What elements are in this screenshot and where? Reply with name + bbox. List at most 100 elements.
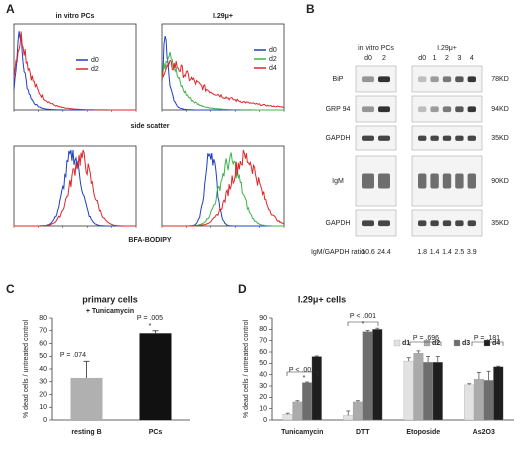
axis-label: side scatter [131,123,170,130]
blot-band [378,76,390,83]
blot-band [467,76,476,83]
blot-band [378,173,390,189]
size-label: 35KD [491,220,509,227]
annotation: P < .001 [289,367,315,374]
blot-band [418,76,427,83]
legend-swatch [423,339,431,347]
blot-band [442,135,452,141]
size-label: 90KD [491,178,509,185]
legend-label: d0 [91,57,99,64]
legend-swatch [483,339,491,347]
lane-label: 3 [457,55,461,62]
bar [372,329,383,421]
legend-label: d0 [269,47,277,54]
x-tick-label: As2O3 [473,429,495,436]
bar [139,333,172,420]
y-axis-label: % dead cells / untreated control [243,320,250,419]
histogram-curve [161,35,284,111]
histogram-frame [13,23,137,111]
bar [302,382,313,421]
y-tick-label: 90 [259,315,267,322]
histogram-curve [162,152,284,227]
lane-label: 2 [445,55,449,62]
axis-label: BFA-BODIPY [128,237,172,244]
y-tick-label: 50 [39,353,47,360]
y-tick-label: 20 [39,391,47,398]
bar [70,377,103,420]
chart-title: I.29μ+ cells [298,294,346,304]
plot-title: I.29μ+ [213,13,233,20]
blot-band [442,106,452,113]
y-tick-label: 10 [39,404,47,411]
legend-label: d2 [269,56,277,63]
lane-label: d0 [364,55,372,62]
blot-band [467,106,476,113]
legend-swatch [393,339,401,347]
y-tick-label: 30 [259,383,267,390]
histogram-curve [161,51,284,111]
bar [493,366,504,421]
y-tick-label: 0 [43,417,47,424]
bar [473,379,484,421]
bracket [286,371,319,376]
group-label: I.29μ+ [437,45,457,52]
blot-band [467,220,476,227]
row-label: GAPDH [326,135,351,142]
row-label: GRP 94 [326,106,351,113]
histogram-frame [13,145,137,227]
row-label: BiP [333,76,344,83]
legend-swatch [453,339,461,347]
legend-label: d3 [462,340,470,347]
size-label: 35KD [491,135,509,142]
blot-band [467,135,476,141]
plot-title: in vitro PCs [56,13,95,20]
bar [343,415,354,421]
bar [464,384,475,421]
annotation: * [362,321,365,328]
panel-label: D [238,282,247,296]
lane-label: 4 [470,55,474,62]
y-tick-label: 10 [259,406,267,413]
bracket [471,341,504,346]
histogram-frame [161,23,285,111]
y-tick-label: 0 [263,417,267,424]
histogram-curve [13,31,136,111]
bar [362,331,373,421]
bracket [347,321,379,326]
blot-band [430,173,439,189]
panel-label: C [6,282,15,296]
blot-band [362,220,374,227]
bar [483,380,494,421]
y-tick-label: 40 [39,366,47,373]
y-tick-label: 80 [39,315,47,322]
blot-band [362,173,374,189]
histogram-curve [161,59,285,108]
ratio-value: 24.4 [377,249,391,256]
blot-band [467,173,476,189]
blot-band [455,135,464,141]
size-label: 94KD [491,106,509,113]
annotation: P = .074 [60,352,86,359]
x-tick-label: PCs [149,429,163,436]
blot-band [442,220,452,227]
blot-band [362,76,374,83]
annotation: P = .181 [474,335,500,342]
bar [352,401,363,421]
blot-band [362,106,374,113]
bar [282,414,293,421]
lane-label: 2 [382,55,386,62]
y-tick-label: 80 [259,326,267,333]
histogram-curve [14,149,136,227]
bar [403,360,414,421]
annotation: P = .696 [413,335,439,342]
lane-label: d0 [418,55,426,62]
legend-label: d4 [269,65,277,72]
histogram-frame [161,145,285,227]
x-tick-label: DTT [356,429,370,436]
bar [292,401,303,421]
x-tick-label: Tunicamycin [281,429,323,436]
blot-band [430,220,439,227]
blot-band [430,135,439,141]
blot-band [378,135,390,141]
row-label: IgM [332,178,344,185]
